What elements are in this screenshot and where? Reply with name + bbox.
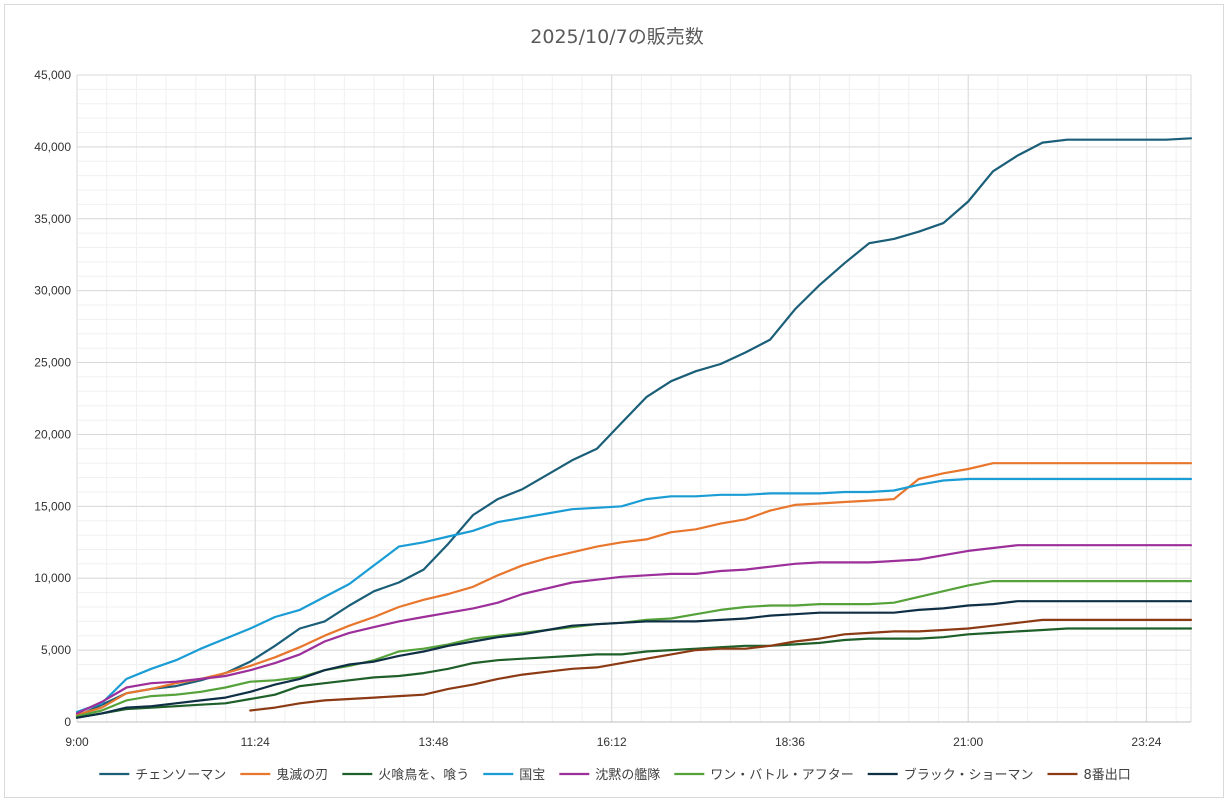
minor-gridlines — [76, 74, 1191, 723]
series-line — [75, 544, 1193, 715]
x-tick-label: 11:24 — [241, 735, 270, 749]
legend-label: 国宝 — [519, 768, 545, 783]
chart-title: 2025/10/7の販売数 — [530, 26, 703, 48]
x-tick-label: 13:48 — [418, 735, 448, 749]
legend-label: ブラック・ショーマン — [904, 767, 1034, 783]
x-tick-label: 21:00 — [953, 735, 983, 749]
series-line — [249, 618, 1193, 712]
legend-item: 鬼滅の刃 — [240, 767, 328, 783]
x-tick-label: 23:24 — [1131, 735, 1161, 749]
legend-label: 沈黙の艦隊 — [595, 767, 660, 783]
series-line — [75, 137, 1193, 718]
series-line — [75, 462, 1193, 716]
legend: チェンソーマン 鬼滅の刃 火喰鳥を、喰う 国宝 沈黙の艦隊 ワン・バトル・アフター ブラック… — [99, 767, 1131, 783]
line-chart: 2025/10/7の販売数 0 5,000 10,000 15,000 20,000 25… — [34, 26, 1193, 783]
series-line — [75, 627, 1193, 719]
y-tick-label: 10,000 — [34, 571, 71, 585]
x-axis-ticks: 9:00 11:24 13:48 16:12 18:36 21:00 23:24 — [65, 735, 1161, 749]
y-tick-label: 0 — [64, 715, 71, 729]
y-tick-label: 45,000 — [34, 68, 71, 82]
legend-label: 8番出口 — [1084, 768, 1131, 783]
major-gridlines — [76, 74, 1192, 723]
legend-item: 国宝 — [483, 768, 545, 783]
legend-label: チェンソーマン — [135, 768, 226, 783]
y-tick-label: 20,000 — [34, 427, 71, 441]
y-tick-label: 40,000 — [34, 140, 71, 154]
x-tick-label: 18:36 — [775, 735, 805, 749]
series-line — [75, 600, 1193, 719]
legend-label: 鬼滅の刃 — [276, 767, 328, 783]
series-lines — [75, 137, 1193, 719]
legend-item: ワン・バトル・アフター — [674, 768, 854, 783]
legend-item: ブラック・ショーマン — [867, 767, 1034, 783]
x-tick-label: 9:00 — [65, 735, 89, 749]
y-tick-label: 25,000 — [34, 356, 71, 370]
y-tick-label: 15,000 — [34, 499, 71, 513]
legend-label: 火喰鳥を、喰う — [378, 767, 469, 783]
series-line — [75, 477, 1193, 713]
y-tick-label: 5,000 — [41, 643, 71, 657]
y-tick-label: 35,000 — [34, 212, 71, 226]
y-axis-ticks: 0 5,000 10,000 15,000 20,000 25,000 30,000 35,0… — [34, 68, 71, 729]
legend-item: チェンソーマン — [99, 768, 226, 783]
chart-frame: 2025/10/7の販売数 0 5,000 10,000 15,000 20,000 25… — [4, 4, 1224, 798]
y-tick-label: 30,000 — [34, 284, 71, 298]
legend-item: 火喰鳥を、喰う — [342, 767, 469, 783]
x-tick-label: 16:12 — [597, 735, 627, 749]
legend-label: ワン・バトル・アフター — [710, 768, 853, 783]
legend-item: 沈黙の艦隊 — [559, 767, 660, 783]
legend-item: 8番出口 — [1047, 768, 1131, 783]
